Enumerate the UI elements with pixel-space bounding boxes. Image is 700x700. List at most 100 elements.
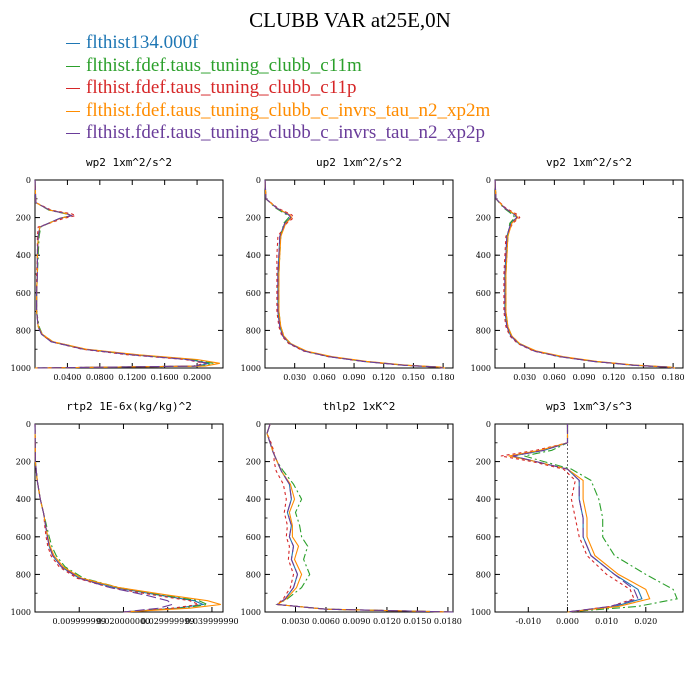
series-line [34,423,221,613]
y-tick-label: 600 [16,289,31,298]
x-tick-label: 0.030 [283,373,306,382]
legend-entry: flthist.fdef.taus_tuning_clubb_c_invrs_t… [66,122,490,145]
series-line [34,179,210,369]
y-tick-label: 400 [246,251,261,260]
x-tick-label: 0.120 [372,373,395,382]
y-tick-label: 600 [476,289,491,298]
x-tick-label: 0.150 [402,373,425,382]
x-tick-label: 0.0030 [281,617,309,626]
plot-frame [264,179,454,369]
x-tick-label: 0.0180 [434,617,462,626]
plot-frame [494,423,684,613]
y-tick-label: 1000 [471,364,491,373]
legend-entry: flthist.fdef.taus_tuning_clubb_c11m [66,55,490,78]
x-tick-label: 0.090 [343,373,366,382]
x-tick-label: 0.180 [432,373,455,382]
series-line [264,179,445,369]
y-tick-label: 1000 [11,364,31,373]
x-tick-label: 0.010 [595,617,618,626]
x-tick-label: 0.020 [634,617,657,626]
x-tick-label: 0.0800 [86,373,114,382]
y-tick-label: 1000 [241,608,261,617]
legend-swatch [66,133,80,135]
legend-label: flthist.fdef.taus_tuning_clubb_c11m [86,54,362,76]
y-tick-label: 1000 [11,608,31,617]
x-tick-label: 0.030 [513,373,536,382]
legend-swatch [66,110,80,112]
series-line [524,424,678,613]
legend-entry: flthist.fdef.taus_tuning_clubb_c11p [66,77,490,100]
subplot-title: rtp2 1E-6x(kg/kg)^2 [66,400,192,413]
x-tick-label: 0.060 [543,373,566,382]
y-tick-label: 0 [486,420,491,429]
x-tick-label: 0.180 [662,373,685,382]
legend-swatch [66,88,80,90]
series-line [494,179,674,369]
y-tick-label: 200 [476,458,491,467]
legend-swatch [66,65,80,67]
y-tick-label: 0 [26,176,31,185]
series-line [266,423,454,613]
series-line [34,179,207,369]
y-tick-label: 800 [476,326,491,335]
y-tick-label: 600 [246,533,261,542]
subplot-title: wp3 1xm^3/s^3 [546,400,632,413]
series-line [34,423,206,613]
series-line [34,423,201,613]
x-tick-label: 0.150 [632,373,655,382]
series-line [494,179,675,369]
legend-swatch [66,43,80,45]
subplot-title: thlp2 1xK^2 [323,400,396,413]
series-line [264,179,444,369]
y-tick-label: 800 [16,326,31,335]
y-tick-label: 400 [16,495,31,504]
series-line [34,179,206,369]
y-tick-label: 0 [26,420,31,429]
subplot-title: up2 1xm^2/s^2 [316,156,402,169]
series-line [264,179,443,369]
y-tick-label: 200 [246,214,261,223]
x-tick-label: 0.120 [602,373,625,382]
series-line [494,179,674,369]
y-tick-label: 600 [246,289,261,298]
x-tick-label: 0.0090 [342,617,370,626]
x-tick-label: 0.000 [556,617,579,626]
series-line [266,423,454,613]
series-line [494,179,676,369]
y-tick-label: 400 [476,251,491,260]
y-tick-label: 800 [246,326,261,335]
series-line [512,424,639,613]
y-tick-label: 0 [256,176,261,185]
legend: flthist134.000f flthist.fdef.taus_tuning… [66,32,490,145]
series-line [34,179,214,369]
subplot-title: vp2 1xm^2/s^2 [546,156,632,169]
y-tick-label: 200 [16,214,31,223]
legend-label: flthist.fdef.taus_tuning_clubb_c_invrs_t… [86,122,485,143]
series-line [264,179,444,369]
series-line [34,423,210,613]
y-tick-label: 400 [246,495,261,504]
y-tick-label: 200 [16,458,31,467]
x-tick-label: 0.1600 [151,373,179,382]
plot-frame [264,423,454,613]
series-line [34,179,220,369]
x-tick-label: 0.009999999 [53,617,106,626]
x-tick-label: 0.090 [573,373,596,382]
series-line [264,179,446,369]
x-tick-label: 0.020000000 [97,617,150,626]
x-tick-label: -0.010 [515,617,541,626]
x-tick-label: 0.060 [313,373,336,382]
series-line [494,179,673,369]
series-line [508,424,651,613]
series-line [500,424,635,613]
y-tick-label: 1000 [241,364,261,373]
legend-label: flthist.fdef.taus_tuning_clubb_c11p [86,77,357,98]
x-tick-label: 0.0150 [403,617,431,626]
x-tick-label: 0.0400 [53,373,81,382]
y-tick-label: 800 [16,570,31,579]
x-tick-label: 0.0060 [312,617,340,626]
y-tick-label: 800 [246,570,261,579]
plot-frame [34,179,224,369]
chart-title: CLUBB VAR at25E,0N [249,8,451,32]
